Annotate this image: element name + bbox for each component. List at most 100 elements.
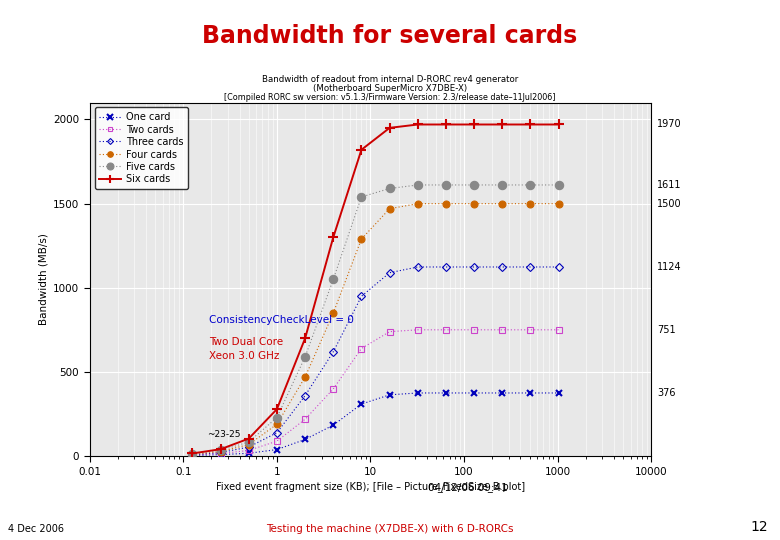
Six cards xyxy=(554,122,563,128)
Two cards xyxy=(300,416,310,422)
Three cards xyxy=(244,444,254,450)
One card xyxy=(356,401,366,407)
One card xyxy=(385,392,394,398)
Four cards xyxy=(554,200,563,207)
Five cards xyxy=(244,438,254,445)
Two cards xyxy=(328,386,338,392)
Text: 4 Dec 2006: 4 Dec 2006 xyxy=(8,523,64,534)
X-axis label: Fixed event fragment size (KB); [File – Picture_FixedSize_B.plot]: Fixed event fragment size (KB); [File – … xyxy=(216,481,525,492)
Three cards xyxy=(413,264,423,270)
Five cards xyxy=(498,182,507,188)
Three cards xyxy=(188,451,197,458)
Two cards xyxy=(216,450,225,457)
Text: 1500: 1500 xyxy=(657,199,682,208)
Three cards xyxy=(216,449,225,456)
One card xyxy=(300,436,310,443)
Two cards xyxy=(526,327,535,333)
Five cards xyxy=(216,447,225,454)
Three cards xyxy=(356,293,366,300)
Two cards xyxy=(441,327,451,333)
Three cards xyxy=(385,269,394,276)
Line: Four cards: Four cards xyxy=(189,200,562,458)
Text: Bandwidth for several cards: Bandwidth for several cards xyxy=(202,24,578,48)
One card xyxy=(413,390,423,396)
Two cards xyxy=(498,327,507,333)
Three cards xyxy=(526,264,535,270)
Two cards xyxy=(554,327,563,333)
Six cards xyxy=(498,122,507,128)
One card xyxy=(554,390,563,396)
Four cards xyxy=(272,421,282,428)
Three cards xyxy=(272,429,282,436)
Six cards xyxy=(272,406,282,413)
Two cards xyxy=(413,327,423,333)
Four cards xyxy=(356,236,366,242)
Line: Five cards: Five cards xyxy=(188,181,563,458)
Three cards xyxy=(300,393,310,399)
Two cards xyxy=(188,452,197,458)
Legend: One card, Two cards, Three cards, Four cards, Five cards, Six cards: One card, Two cards, Three cards, Four c… xyxy=(94,107,188,190)
Four cards xyxy=(470,200,479,207)
One card xyxy=(216,451,225,458)
Text: 1611: 1611 xyxy=(657,180,682,190)
Four cards xyxy=(188,451,197,458)
Two cards xyxy=(470,327,479,333)
Five cards xyxy=(413,182,423,188)
Six cards xyxy=(216,446,225,453)
Four cards xyxy=(300,374,310,380)
Six cards xyxy=(470,122,479,128)
Text: (Motherboard SuperMicro X7DBE-X): (Motherboard SuperMicro X7DBE-X) xyxy=(313,84,467,93)
Five cards xyxy=(385,185,394,192)
Text: 1124: 1124 xyxy=(657,262,682,272)
Text: 12: 12 xyxy=(750,519,768,534)
Two cards xyxy=(244,447,254,454)
Two cards xyxy=(385,328,394,335)
Six cards xyxy=(328,234,338,241)
Text: Testing the machine (X7DBE-X) with 6 D-RORCs: Testing the machine (X7DBE-X) with 6 D-R… xyxy=(266,523,514,534)
Text: 376: 376 xyxy=(657,388,675,398)
Five cards xyxy=(470,182,479,188)
Five cards xyxy=(554,182,563,188)
Six cards xyxy=(244,435,254,442)
One card xyxy=(526,390,535,396)
Text: 04/12/06 09:41: 04/12/06 09:41 xyxy=(428,483,508,494)
Two cards xyxy=(272,438,282,444)
Five cards xyxy=(300,354,310,360)
Three cards xyxy=(441,264,451,270)
Five cards xyxy=(441,182,451,188)
Text: [Compiled RORC sw version: v5.1.3/Firmware Version: 2.3/release date–11Jul2006]: [Compiled RORC sw version: v5.1.3/Firmwa… xyxy=(225,93,555,102)
Five cards xyxy=(526,182,535,188)
Four cards xyxy=(526,200,535,207)
Six cards xyxy=(526,122,535,128)
One card xyxy=(188,452,197,458)
One card xyxy=(498,390,507,396)
Text: Two Dual Core
Xeon 3.0 GHz: Two Dual Core Xeon 3.0 GHz xyxy=(209,338,283,361)
Line: Three cards: Three cards xyxy=(190,264,562,457)
Text: 1970: 1970 xyxy=(657,119,682,130)
Text: Bandwidth of readout from internal D-RORC rev4 generator: Bandwidth of readout from internal D-ROR… xyxy=(262,75,518,84)
Six cards xyxy=(385,125,394,131)
Four cards xyxy=(244,441,254,448)
Six cards xyxy=(356,146,366,153)
Four cards xyxy=(328,310,338,316)
Three cards xyxy=(554,264,563,270)
Five cards xyxy=(188,451,197,457)
Five cards xyxy=(272,414,282,421)
Y-axis label: Bandwidth (MB/s): Bandwidth (MB/s) xyxy=(39,233,49,326)
Three cards xyxy=(328,349,338,355)
Line: Two cards: Two cards xyxy=(190,327,562,458)
Text: 751: 751 xyxy=(657,325,675,335)
Line: One card: One card xyxy=(189,389,562,459)
Three cards xyxy=(498,264,507,270)
One card xyxy=(272,447,282,453)
Four cards xyxy=(385,205,394,212)
Six cards xyxy=(441,122,451,128)
One card xyxy=(441,390,451,396)
Two cards xyxy=(356,345,366,352)
Six cards xyxy=(300,335,310,342)
Six cards xyxy=(188,450,197,457)
Four cards xyxy=(413,200,423,207)
Four cards xyxy=(216,448,225,455)
Line: Six cards: Six cards xyxy=(187,120,563,458)
Three cards xyxy=(470,264,479,270)
